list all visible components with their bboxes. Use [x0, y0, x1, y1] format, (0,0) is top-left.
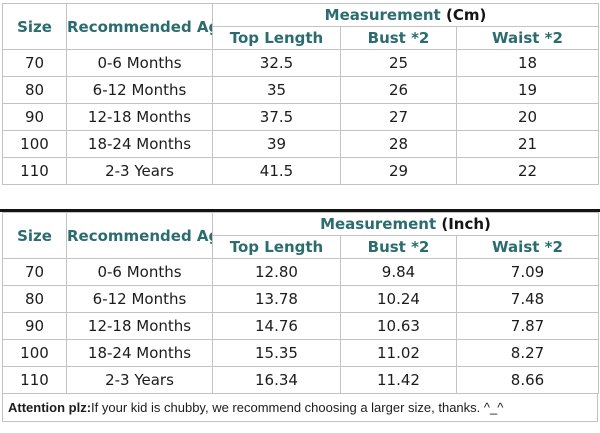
cell-age: 6-12 Months: [66, 76, 213, 104]
cell-age: 0-6 Months: [66, 258, 213, 286]
attention-note-text: If your kid is chubby, we recommend choo…: [91, 400, 504, 415]
cell-age: 18-24 Months: [66, 130, 213, 158]
cell-waist: 21: [456, 130, 599, 158]
cell-age: 6-12 Months: [66, 285, 213, 313]
column-header-bust: Bust *2: [340, 235, 457, 259]
table-row: 90 12-18 Months 37.5 27 20: [2, 103, 599, 131]
cell-waist: 22: [456, 157, 599, 185]
cell-bust: 9.84: [340, 258, 457, 286]
column-header-age: Recommended Age: [66, 3, 213, 50]
table-row: 90 12-18 Months 14.76 10.63 7.87: [2, 312, 599, 340]
cell-age: 2-3 Years: [66, 157, 213, 185]
column-header-bust: Bust *2: [340, 26, 457, 50]
cell-bust: 25: [340, 49, 457, 77]
cell-top-length: 16.34: [212, 366, 341, 394]
attention-note: Attention plz: If your kid is chubby, we…: [2, 394, 598, 422]
cell-top-length: 41.5: [212, 157, 341, 185]
attention-note-label: Attention plz:: [8, 400, 92, 415]
cell-top-length: 39: [212, 130, 341, 158]
cell-top-length: 15.35: [212, 339, 341, 367]
table-row: 100 18-24 Months 15.35 11.02 8.27: [2, 339, 599, 367]
cell-age: 12-18 Months: [66, 312, 213, 340]
cell-waist: 7.09: [456, 258, 599, 286]
column-header-top-length: Top Length: [212, 26, 341, 50]
cell-size: 80: [2, 285, 67, 313]
size-chart-page: Size Recommended Age Measurement (Cm) To…: [0, 3, 600, 433]
cell-bust: 26: [340, 76, 457, 104]
cell-size: 100: [2, 130, 67, 158]
size-table-cm: Size Recommended Age Measurement (Cm) To…: [2, 3, 599, 185]
cell-waist: 8.27: [456, 339, 599, 367]
cell-size: 70: [2, 258, 67, 286]
column-header-measurement-inch: Measurement (Inch): [212, 212, 599, 236]
cell-age: 12-18 Months: [66, 103, 213, 131]
cell-waist: 7.87: [456, 312, 599, 340]
table-row: 80 6-12 Months 35 26 19: [2, 76, 599, 104]
column-header-age: Recommended Age: [66, 212, 213, 259]
column-header-measurement-cm: Measurement (Cm): [212, 3, 599, 27]
table-row: 80 6-12 Months 13.78 10.24 7.48: [2, 285, 599, 313]
cell-bust: 10.24: [340, 285, 457, 313]
cell-size: 70: [2, 49, 67, 77]
cell-waist: 19: [456, 76, 599, 104]
cell-bust: 10.63: [340, 312, 457, 340]
cell-top-length: 14.76: [212, 312, 341, 340]
header-row-sub: Top Length Bust *2 Waist *2: [3, 235, 599, 259]
unit-label-cm: (Cm): [445, 6, 487, 24]
table-row: 100 18-24 Months 39 28 21: [2, 130, 599, 158]
cell-bust: 28: [340, 130, 457, 158]
cell-age: 18-24 Months: [66, 339, 213, 367]
table-row: 110 2-3 Years 16.34 11.42 8.66: [2, 366, 599, 394]
column-header-waist: Waist *2: [456, 235, 599, 259]
cell-waist: 7.48: [456, 285, 599, 313]
cell-size: 100: [2, 339, 67, 367]
column-header-top-length: Top Length: [212, 235, 341, 259]
table-separator-line: [0, 209, 600, 212]
cell-top-length: 32.5: [212, 49, 341, 77]
unit-label-inch: (Inch): [441, 215, 491, 233]
column-header-waist: Waist *2: [456, 26, 599, 50]
table-row: 70 0-6 Months 32.5 25 18: [2, 49, 599, 77]
table-row: 110 2-3 Years 41.5 29 22: [2, 157, 599, 185]
cell-top-length: 12.80: [212, 258, 341, 286]
cell-waist: 20: [456, 103, 599, 131]
column-header-size: Size: [2, 212, 67, 259]
cell-size: 90: [2, 312, 67, 340]
table-row: 70 0-6 Months 12.80 9.84 7.09: [2, 258, 599, 286]
header-row-main: Size Recommended Age Measurement (Inch): [2, 212, 599, 259]
cell-bust: 27: [340, 103, 457, 131]
cell-top-length: 13.78: [212, 285, 341, 313]
cell-bust: 29: [340, 157, 457, 185]
measurement-label: Measurement: [320, 215, 437, 233]
column-header-size: Size: [2, 3, 67, 50]
measurement-label: Measurement: [324, 6, 441, 24]
cell-size: 80: [2, 76, 67, 104]
cell-top-length: 37.5: [212, 103, 341, 131]
cell-waist: 8.66: [456, 366, 599, 394]
cell-top-length: 35: [212, 76, 341, 104]
size-table-inch: Size Recommended Age Measurement (Inch) …: [2, 212, 599, 394]
cell-size: 110: [2, 366, 67, 394]
cell-bust: 11.42: [340, 366, 457, 394]
cell-age: 0-6 Months: [66, 49, 213, 77]
header-row-main: Size Recommended Age Measurement (Cm): [2, 3, 599, 50]
cell-bust: 11.02: [340, 339, 457, 367]
header-row-sub: Top Length Bust *2 Waist *2: [3, 26, 599, 50]
cell-size: 90: [2, 103, 67, 131]
cell-age: 2-3 Years: [66, 366, 213, 394]
cell-waist: 18: [456, 49, 599, 77]
cell-size: 110: [2, 157, 67, 185]
